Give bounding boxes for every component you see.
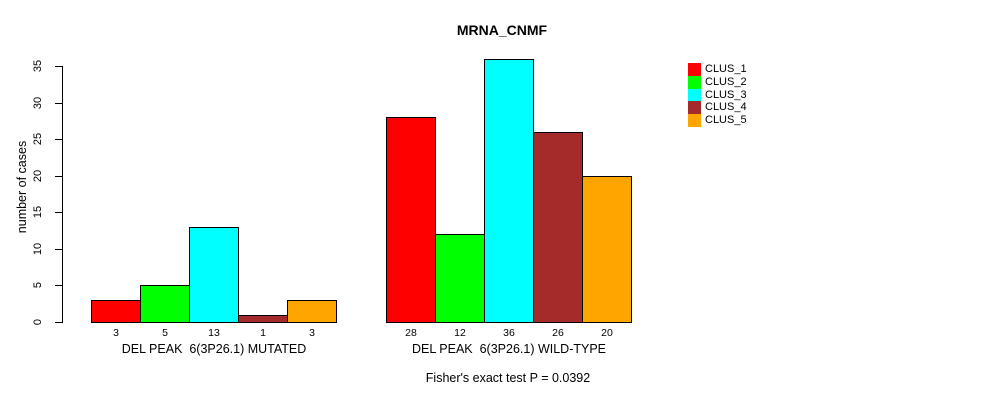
bar-clus_3-group2 xyxy=(484,59,534,323)
y-axis-tick-label: 25 xyxy=(32,132,44,146)
bar-clus_3-group1 xyxy=(189,227,239,323)
y-axis-tick-label: 35 xyxy=(32,59,44,73)
bar-value-label: 5 xyxy=(162,327,168,339)
y-axis-tick xyxy=(55,322,62,323)
legend-swatch-clus_3 xyxy=(688,88,701,102)
bar-value-label: 13 xyxy=(208,327,220,339)
legend-label: CLUS_4 xyxy=(705,101,747,114)
y-axis-tick xyxy=(55,139,62,140)
bar-value-label: 3 xyxy=(113,327,119,339)
y-axis-label: number of cases xyxy=(15,140,29,234)
legend-label: CLUS_2 xyxy=(705,75,747,88)
legend-label: CLUS_3 xyxy=(705,88,747,101)
y-axis-tick-label: 30 xyxy=(32,96,44,110)
y-axis-tick-label: 20 xyxy=(32,169,44,183)
legend-item: CLUS_3 xyxy=(688,88,747,102)
y-axis-tick xyxy=(55,285,62,286)
y-axis-tick xyxy=(55,212,62,213)
bar-clus_1-group2 xyxy=(386,117,436,323)
bar-clus_4-group1 xyxy=(238,315,288,323)
chart-title: MRNA_CNMF xyxy=(456,22,548,38)
y-axis-line xyxy=(62,66,63,323)
bar-value-label: 36 xyxy=(503,327,515,339)
legend-label: CLUS_5 xyxy=(705,114,747,126)
bar-clus_1-group1 xyxy=(91,300,141,323)
bar-clus_4-group2 xyxy=(533,132,583,323)
legend-swatch-clus_1 xyxy=(688,63,701,76)
legend-item: CLUS_2 xyxy=(688,75,747,89)
y-axis-tick-label: 15 xyxy=(32,205,44,219)
legend-label: CLUS_1 xyxy=(705,63,747,75)
legend-item: CLUS_5 xyxy=(688,114,747,127)
legend-swatch-clus_2 xyxy=(688,75,701,89)
bar-value-label: 12 xyxy=(454,327,466,339)
y-axis-tick xyxy=(55,103,62,104)
y-axis-tick-label: 10 xyxy=(32,242,44,256)
bar-clus_2-group1 xyxy=(140,285,190,323)
group-label: DEL PEAK 6(3P26.1) MUTATED xyxy=(121,342,307,356)
bar-value-label: 26 xyxy=(552,327,564,339)
y-axis-tick-label: 5 xyxy=(32,281,44,289)
bar-value-label: 20 xyxy=(601,327,613,339)
legend-swatch-clus_5 xyxy=(688,114,701,127)
legend-item: CLUS_4 xyxy=(688,101,747,115)
group-label: DEL PEAK 6(3P26.1) WILD-TYPE xyxy=(411,342,607,356)
bar-value-label: 1 xyxy=(260,327,266,339)
y-axis-tick-label: 0 xyxy=(32,318,44,326)
bar-clus_2-group2 xyxy=(435,234,485,323)
bar-value-label: 28 xyxy=(405,327,417,339)
y-axis-tick xyxy=(55,176,62,177)
legend-swatch-clus_4 xyxy=(688,101,701,115)
y-axis-tick xyxy=(55,249,62,250)
legend-item: CLUS_1 xyxy=(688,63,747,76)
bar-clus_5-group2 xyxy=(582,176,632,323)
fisher-test-annotation: Fisher's exact test P = 0.0392 xyxy=(425,371,591,385)
y-axis-tick xyxy=(55,66,62,67)
bar-value-label: 3 xyxy=(309,327,315,339)
bar-clus_5-group1 xyxy=(287,300,337,323)
